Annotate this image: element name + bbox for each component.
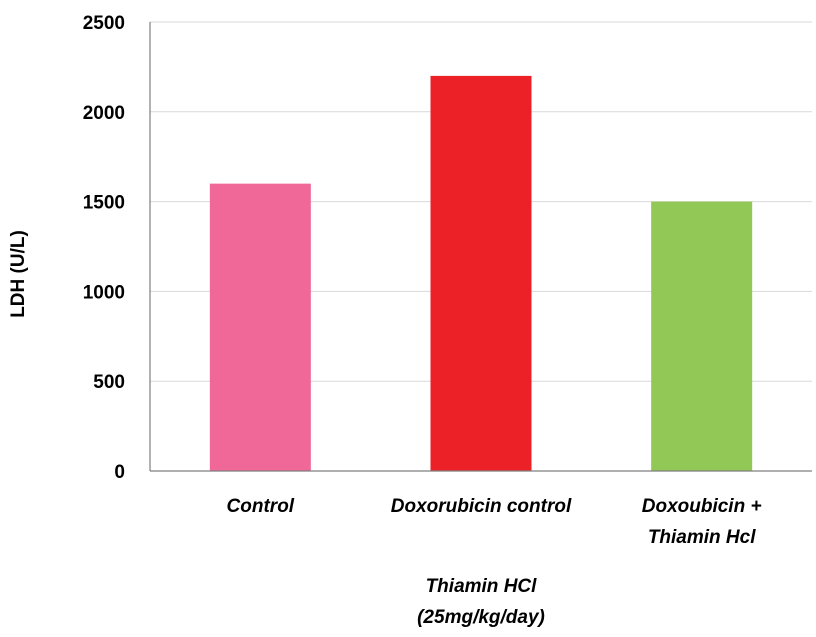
y-axis-label: LDH (U/L) bbox=[8, 230, 29, 318]
y-tick-label: 2000 bbox=[83, 103, 125, 124]
x-category-label: Control bbox=[227, 496, 295, 517]
y-tick-labels: 0 500 1000 1500 2000 2500 bbox=[83, 13, 125, 483]
y-tick-label: 1500 bbox=[83, 193, 125, 214]
y-tick-label: 0 bbox=[114, 462, 125, 483]
x-axis-label: Thiamin HCl (25mg/kg/day) bbox=[417, 576, 545, 628]
axes bbox=[149, 22, 812, 472]
y-tick-label: 1000 bbox=[83, 282, 125, 303]
x-category-labels: Control Doxorubicin control Doxoubicin + Th… bbox=[227, 496, 762, 548]
bar bbox=[209, 183, 311, 471]
y-tick-label: 500 bbox=[93, 372, 125, 393]
x-category-label: Doxoubicin + Thiamin Hcl bbox=[642, 496, 762, 548]
y-tick-label: 2500 bbox=[83, 13, 125, 34]
bar bbox=[430, 75, 532, 471]
bars bbox=[209, 75, 753, 471]
bar bbox=[651, 201, 753, 471]
x-category-label: Doxorubicin control bbox=[391, 496, 572, 517]
